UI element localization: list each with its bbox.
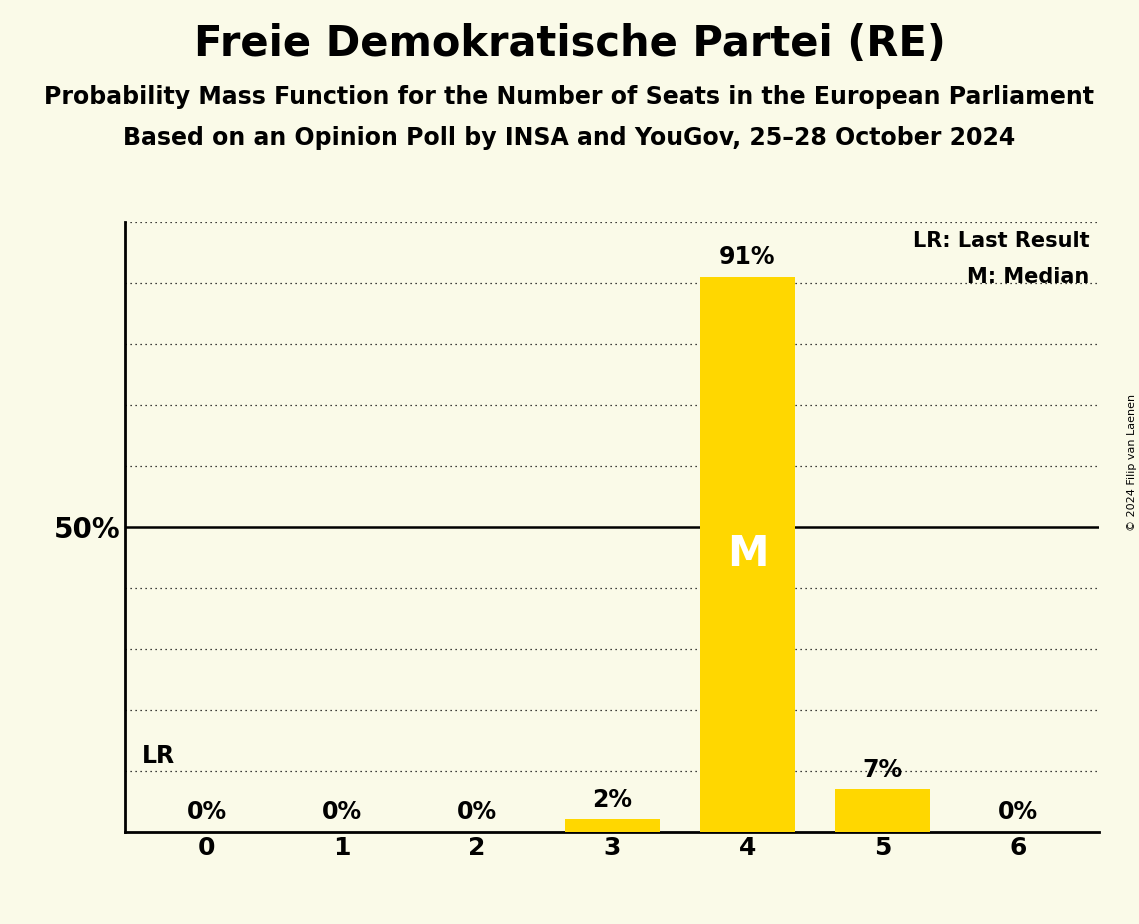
Text: Freie Demokratische Partei (RE): Freie Demokratische Partei (RE)	[194, 23, 945, 65]
Text: LR: LR	[141, 744, 174, 768]
Text: M: Median: M: Median	[967, 268, 1089, 287]
Text: 7%: 7%	[862, 758, 903, 782]
Bar	[565, 820, 659, 832]
Text: 2%: 2%	[592, 788, 632, 812]
Bar	[700, 276, 795, 832]
Text: 0%: 0%	[457, 800, 497, 824]
Text: 91%: 91%	[719, 246, 776, 269]
Text: Based on an Opinion Poll by INSA and YouGov, 25–28 October 2024: Based on an Opinion Poll by INSA and You…	[123, 126, 1016, 150]
Text: LR: Last Result: LR: Last Result	[912, 231, 1089, 251]
Text: M: M	[727, 533, 768, 575]
Text: 0%: 0%	[187, 800, 227, 824]
Text: © 2024 Filip van Laenen: © 2024 Filip van Laenen	[1126, 394, 1137, 530]
Text: 0%: 0%	[998, 800, 1038, 824]
Text: Probability Mass Function for the Number of Seats in the European Parliament: Probability Mass Function for the Number…	[44, 85, 1095, 109]
Bar	[835, 789, 931, 832]
Text: 0%: 0%	[321, 800, 362, 824]
